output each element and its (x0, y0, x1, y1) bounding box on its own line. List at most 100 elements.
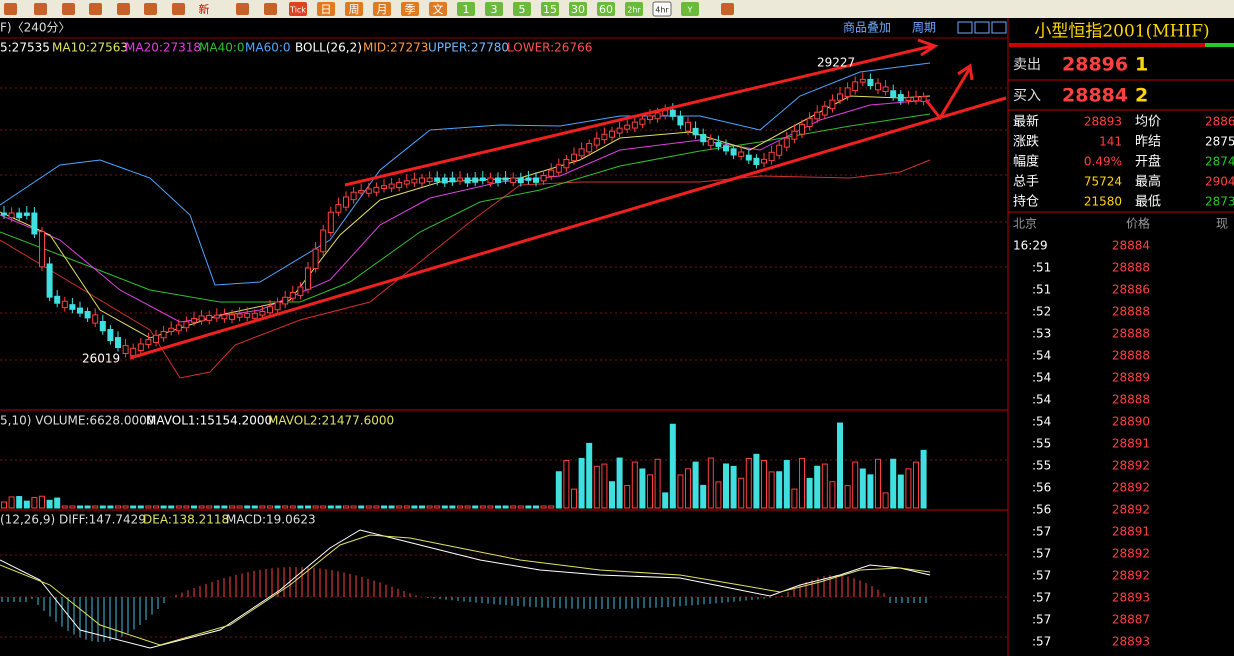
tool-button[interactable] (373, 2, 391, 16)
tool-button[interactable] (401, 2, 419, 16)
ticks-header-time: 北京 (1013, 217, 1037, 231)
candle-body (145, 339, 152, 345)
tool-button[interactable] (289, 2, 307, 16)
volume-bar (365, 505, 372, 509)
candle-body (434, 177, 441, 182)
volume-bar (609, 481, 615, 509)
tool-label[interactable]: 5 (519, 3, 526, 16)
ticks: 16:29 28884:51 28888:51 28886:52 28888:53 288… (1013, 239, 1150, 649)
tool-label[interactable]: 周 (349, 3, 360, 16)
volume-bar (821, 463, 828, 509)
tool-label[interactable]: Tick (289, 6, 306, 15)
tool-label[interactable]: 月 (377, 3, 388, 16)
candle-body (654, 112, 661, 120)
tool-label[interactable]: 3 (491, 3, 498, 16)
candle-body (806, 117, 813, 128)
candle-body (890, 90, 897, 98)
candle-body (46, 263, 53, 298)
tool-button[interactable] (569, 2, 587, 16)
tool-label[interactable]: 15 (543, 3, 557, 16)
tool-button[interactable] (513, 2, 531, 16)
tool-label[interactable]: 季 (405, 3, 416, 16)
tool-button[interactable] (541, 2, 559, 16)
ticks-header-qty: 现 (1216, 217, 1228, 231)
tick-price: 28892 (1112, 459, 1150, 473)
candle-body (593, 137, 600, 146)
tool-icon[interactable] (4, 3, 17, 15)
tool-label[interactable]: 60 (599, 3, 613, 16)
tool-icon[interactable] (264, 3, 277, 15)
volume-bar (510, 505, 517, 509)
volume-bar (122, 505, 129, 509)
volume-bar (274, 505, 281, 509)
volume-bar (403, 505, 410, 509)
candle-body (913, 96, 919, 102)
tool-icon[interactable] (721, 3, 734, 15)
stat-label: 涨跌 (1013, 134, 1039, 150)
tool-label[interactable]: 1 (463, 3, 470, 16)
tool-button[interactable] (317, 2, 335, 16)
tool-icon[interactable] (172, 3, 185, 15)
tool-button[interactable] (597, 2, 615, 16)
tool-button[interactable] (652, 1, 672, 17)
candle-body (92, 314, 99, 324)
volume-bar (183, 505, 190, 509)
volume-bar (297, 505, 304, 509)
volume-bar (472, 505, 479, 509)
candle-body (472, 177, 479, 183)
volume-bar (692, 461, 699, 509)
overlay-link[interactable]: 商品叠加 (843, 20, 891, 35)
volume-bar (783, 460, 790, 509)
volume-bar (267, 505, 273, 509)
tool-label[interactable]: 4hr (655, 6, 669, 15)
tool-button[interactable] (681, 2, 699, 16)
tool-icon[interactable] (144, 3, 157, 15)
volume-bar (601, 463, 608, 509)
tick-time: :55 (1032, 437, 1051, 451)
tool-label[interactable]: 日 (321, 3, 332, 16)
candle-body (441, 177, 448, 184)
volume-bar (677, 474, 684, 509)
volume-bar (236, 505, 243, 509)
volume-bar (837, 422, 843, 509)
candle-body (23, 212, 30, 216)
tool-icon[interactable] (62, 3, 75, 15)
candle-body (282, 296, 289, 305)
tool-label[interactable]: 30 (571, 3, 585, 16)
volume-bar (875, 458, 881, 509)
volume-indicator: MAVOL1:15154.2000 (146, 414, 272, 428)
candle-body (571, 153, 577, 162)
tool-button[interactable] (345, 2, 363, 16)
tool-icon[interactable] (236, 3, 249, 15)
tool-button[interactable] (457, 2, 475, 16)
candle-body (783, 137, 790, 148)
tick-time: :54 (1032, 415, 1051, 429)
stat-value: 2873 (1205, 195, 1234, 209)
candle-body (510, 177, 517, 184)
tool-button[interactable] (429, 2, 447, 16)
indicator: MA60:0 (245, 41, 291, 55)
stat-label: 最低 (1135, 195, 1161, 210)
volume-bar (593, 465, 600, 509)
tool-label[interactable]: 新 (199, 2, 210, 16)
tool-label[interactable]: 2hr (627, 6, 641, 15)
tool-icon[interactable] (34, 3, 47, 15)
candle-body (685, 121, 691, 132)
tool-label[interactable]: Y (687, 6, 693, 15)
tick-time: :57 (1032, 569, 1051, 583)
volume-bar (198, 505, 205, 509)
volume-bar (115, 505, 121, 509)
candle-body (267, 306, 273, 314)
volume-bar (852, 461, 859, 509)
tool-icon[interactable] (89, 3, 102, 15)
tool-label[interactable]: 文 (433, 2, 444, 16)
tool-button[interactable] (625, 2, 643, 16)
period-link[interactable]: 周期 (912, 21, 936, 35)
volume-bar (411, 505, 418, 509)
tool-icon[interactable] (117, 3, 130, 15)
tick-price: 28888 (1112, 305, 1150, 319)
tool-button[interactable] (485, 2, 503, 16)
candle-body (1, 212, 7, 216)
candles (1, 72, 927, 360)
